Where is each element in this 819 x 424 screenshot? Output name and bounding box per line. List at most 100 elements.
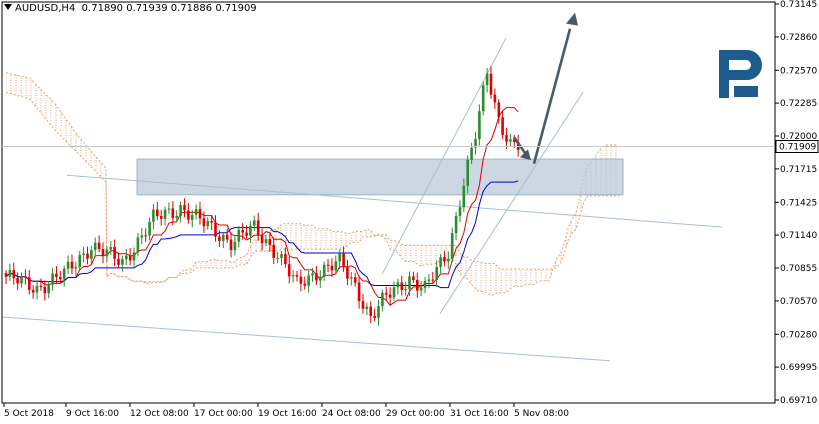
candle [125,248,128,266]
candle [260,228,264,251]
candle-body [229,239,233,251]
candle-body [497,102,501,118]
candle [229,232,233,258]
forecast-arrow-down-head [520,149,531,161]
candle [16,272,19,291]
candle [249,220,252,243]
candle-body [470,147,473,160]
candle-body [128,255,132,261]
candle-body [210,221,213,223]
candle-body [109,247,113,250]
candle [338,249,341,269]
candle [377,299,380,326]
ichimoku-lines [5,107,519,306]
y-tick-label: 0.72000 [780,132,817,142]
descending-channel-lower [1,316,611,362]
kijun-sen-line [5,180,519,289]
candle-body [28,277,31,290]
candle-body [190,214,194,220]
candle [175,210,178,223]
candle [365,302,369,316]
candle [346,259,349,286]
time-axis: 5 Oct 2018 9 Oct 16:00 12 Oct 08:00 17 Oct … [3,403,569,419]
candle-body [218,236,221,241]
forecast-arrows [512,12,578,165]
ascending-channel-upper [381,37,507,275]
candle [117,252,120,269]
candle [408,271,411,297]
candle-body [179,205,182,216]
candle [128,248,132,266]
candle-body [237,229,241,242]
candle [190,210,194,228]
candle [253,215,256,232]
candle [237,225,241,248]
candle [334,255,338,275]
candle [97,235,101,253]
candle-body [225,234,229,240]
candle-body [338,253,341,262]
candle-body [346,267,349,279]
senkou-span-b-line [5,72,619,283]
candle [20,272,23,288]
candle-body [43,287,47,294]
candle-body [505,135,508,142]
candle-body [291,275,295,277]
ohlc-open: 0.71890 [81,3,124,14]
candle [427,274,431,289]
candle-body [148,221,151,236]
candle [361,294,365,314]
candle [295,270,299,282]
candle [144,228,147,242]
candle-body [187,210,190,220]
candle [280,251,283,266]
candle [86,246,89,265]
symbol-label: AUDUSD [15,3,59,14]
candle-body [404,288,407,290]
candle-body [24,276,27,278]
candle-body [256,220,260,236]
candle-body [501,117,504,136]
candle-body [319,276,322,281]
candles [4,66,520,326]
y-tick-label: 0.72285 [780,99,817,109]
candle [82,246,85,263]
candle-body [264,239,268,244]
candle [93,237,97,258]
candle [462,178,466,212]
candle [218,230,221,247]
dropdown-triangle-icon[interactable] [4,4,12,10]
candle [179,201,182,223]
x-tick-label: 5 Nov 08:00 [514,409,569,419]
candle [132,247,136,268]
y-tick-label: 0.70570 [780,297,817,307]
candle-body [334,261,338,271]
price-axis: 0.73145 0.72860 0.72570 0.72285 0.72000 0.717… [2,0,819,406]
candle-body [20,276,23,284]
y-tick-label: 0.71140 [780,231,817,241]
candle-body [31,289,35,293]
candle-body [342,253,345,268]
candle [501,110,504,140]
candle [222,232,225,249]
candle [299,269,303,292]
ohlc-high: 0.71939 [126,3,168,14]
candle [419,280,423,297]
candle [381,289,384,312]
candle [388,287,392,305]
candle-body [117,258,120,265]
candle [66,255,70,274]
candle-body [478,111,481,139]
candle-body [303,283,307,286]
y-tick-label: 0.71715 [780,165,817,175]
candle-body [412,276,415,280]
logo-r-base [734,86,758,97]
candle-body [315,273,318,281]
y-tick-label: 0.71425 [780,198,817,208]
candle [171,201,175,226]
candle-body [167,208,171,210]
candle [435,260,438,288]
candle [74,261,78,276]
candle-body [427,279,431,281]
